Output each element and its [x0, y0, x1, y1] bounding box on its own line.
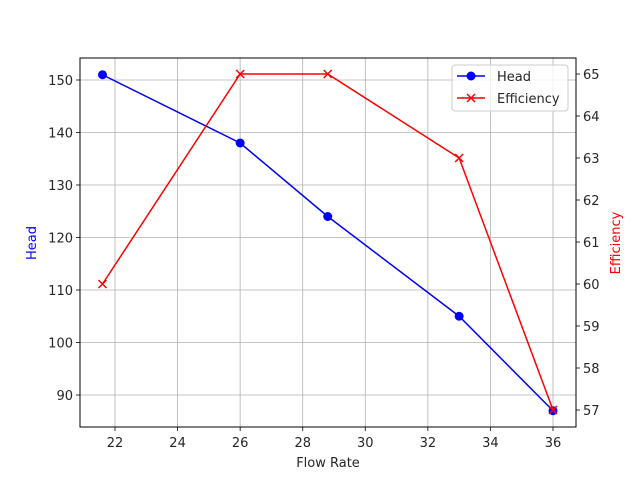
y-axis-right-ticks: 57 58 59 60 61 62 63 64 65	[576, 68, 600, 419]
y-tick-label: 90	[56, 389, 73, 404]
y-tick-label: 140	[48, 127, 73, 142]
x-axis-label: Flow Rate	[296, 456, 360, 471]
x-tick-label: 32	[420, 436, 437, 451]
legend-efficiency-label: Efficiency	[497, 92, 560, 107]
head-marker-icon	[235, 138, 245, 148]
y-right-tick-label: 57	[583, 404, 600, 419]
x-tick-label: 30	[357, 436, 374, 451]
y-right-tick-label: 58	[583, 362, 600, 377]
head-marker-icon	[323, 212, 333, 221]
efficiency-marker-icon	[548, 405, 558, 415]
x-tick-label: 28	[294, 436, 311, 451]
y-right-tick-label: 63	[583, 152, 600, 167]
head-marker-icon	[454, 311, 464, 321]
series-efficiency	[97, 69, 558, 415]
head-marker-icon	[97, 70, 107, 80]
y-right-tick-label: 64	[583, 110, 600, 125]
efficiency-marker-icon	[97, 279, 108, 289]
x-tick-label: 26	[232, 436, 249, 451]
x-tick-label: 24	[169, 436, 186, 451]
y-tick-label: 130	[48, 179, 73, 194]
x-tick-label: 34	[482, 436, 499, 451]
axes-frame	[79, 57, 577, 428]
legend: Head Efficiency	[451, 64, 569, 112]
efficiency-marker-icon	[454, 153, 464, 163]
y-tick-label: 100	[48, 337, 73, 352]
y-axis-left-ticks: 90 100 110 120 130 140 150	[48, 74, 80, 404]
y-right-tick-label: 61	[583, 236, 600, 251]
y-axis-left-label: Head	[25, 226, 40, 260]
y-right-tick-label: 65	[583, 68, 600, 83]
legend-efficiency-marker-icon	[466, 93, 476, 103]
legend-head-label: Head	[497, 70, 531, 85]
y-right-tick-label: 59	[583, 320, 600, 335]
legend-head-marker-icon	[466, 71, 476, 81]
efficiency-marker-icon	[235, 69, 245, 79]
y-right-tick-label: 60	[583, 278, 600, 293]
efficiency-marker-icon	[323, 69, 333, 79]
x-tick-label: 36	[545, 436, 562, 451]
grid-lines	[80, 58, 576, 427]
x-tick-label: 22	[107, 436, 124, 451]
y-right-tick-label: 62	[583, 194, 600, 209]
y-tick-label: 120	[48, 232, 73, 247]
y-tick-label: 150	[48, 74, 73, 89]
y-axis-right-label: Efficiency	[609, 211, 624, 274]
y-tick-label: 110	[48, 284, 73, 299]
x-axis-ticks: 22 24 26 28 30 32 34 36	[107, 427, 562, 451]
